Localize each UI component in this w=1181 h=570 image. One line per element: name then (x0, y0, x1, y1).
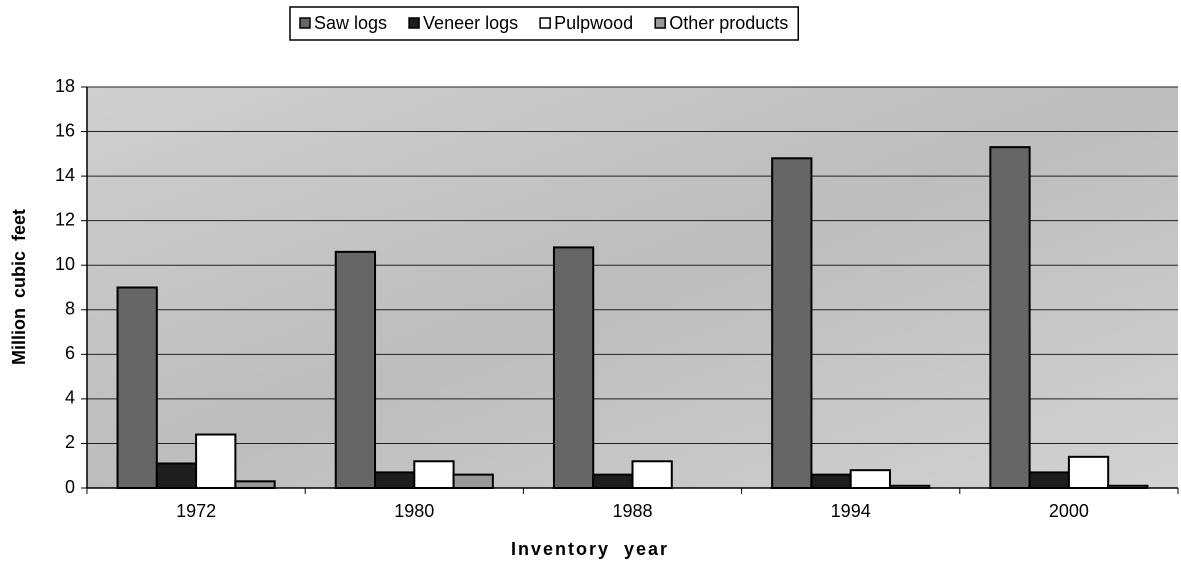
y-tick-label: 12 (55, 209, 75, 229)
y-axis-label: Million cubic feet (9, 209, 29, 365)
legend-label: Pulpwood (554, 13, 633, 33)
bar (413, 460, 455, 489)
bar (552, 246, 595, 489)
bar (989, 146, 1031, 489)
bar (771, 157, 813, 490)
x-axis-label: Inventory year (511, 539, 669, 559)
bar (334, 250, 377, 489)
bar (810, 473, 852, 489)
bar (195, 433, 237, 489)
y-tick-label: 2 (65, 432, 75, 452)
bar (849, 469, 891, 489)
legend-label: Other products (669, 13, 788, 33)
bar (452, 473, 494, 489)
y-tick-label: 16 (55, 120, 75, 140)
bar (1067, 455, 1110, 489)
x-tick-label: 2000 (1049, 501, 1089, 521)
bar (116, 286, 158, 489)
y-tick-label: 4 (65, 388, 75, 408)
y-tick-label: 10 (55, 254, 75, 274)
legend-swatch (539, 17, 551, 29)
legend-swatch (408, 17, 420, 29)
bar (1028, 471, 1070, 489)
y-tick-label: 0 (65, 477, 75, 497)
bar (631, 460, 673, 489)
bar (155, 462, 198, 490)
legend-label: Saw logs (314, 13, 387, 33)
legend-label: Veneer logs (423, 13, 518, 33)
y-tick-label: 18 (55, 76, 75, 96)
x-tick-label: 1972 (176, 501, 216, 521)
legend-swatch (654, 17, 666, 29)
x-tick-label: 1988 (612, 501, 652, 521)
y-tick-label: 14 (55, 165, 75, 185)
legend-swatch (299, 17, 311, 29)
x-tick-label: 1980 (394, 501, 434, 521)
y-tick-label: 6 (65, 343, 75, 363)
bar (234, 480, 276, 490)
bar (374, 471, 416, 489)
bar (592, 473, 634, 489)
x-tick-label: 1994 (831, 501, 871, 521)
y-tick-label: 8 (65, 299, 75, 319)
